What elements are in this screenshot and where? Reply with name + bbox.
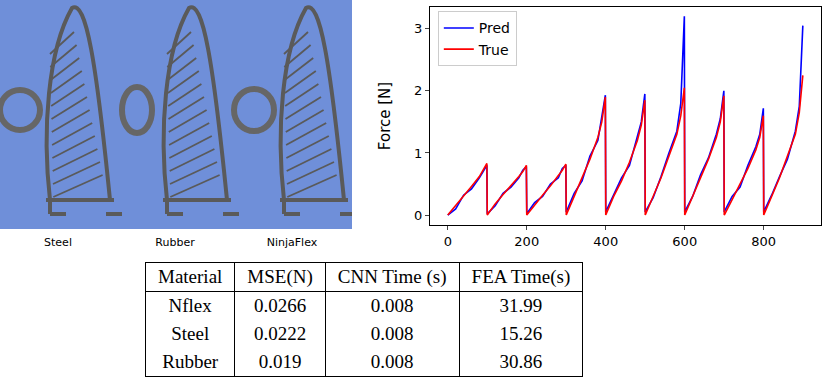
html-text:0.008: 0.008: [370, 295, 414, 316]
html-text:Rubber: Rubber: [162, 351, 219, 372]
svg-text:3: 3: [414, 21, 422, 36]
svg-text:1: 1: [414, 146, 422, 161]
svg-text:400: 400: [593, 234, 618, 249]
html-text:0.008: 0.008: [370, 323, 414, 344]
html-text:Steel: Steel: [171, 323, 210, 344]
html-text:CNN Time (s): CNN Time (s): [337, 266, 447, 287]
html-text:15.26: 15.26: [499, 323, 543, 344]
svg-text:0: 0: [444, 234, 452, 249]
html-text:0.019: 0.019: [258, 351, 302, 372]
svg-text:Steel: Steel: [44, 236, 72, 249]
svg-text:Rubber: Rubber: [155, 236, 195, 249]
svg-text:200: 200: [514, 234, 539, 249]
svg-text:Force [N]: Force [N]: [376, 82, 394, 150]
html-text:30.86: 30.86: [499, 351, 543, 372]
svg-text:2: 2: [414, 83, 422, 98]
svg-text:600: 600: [672, 234, 697, 249]
html-text:Nflex: Nflex: [168, 295, 212, 316]
svg-text:Pred: Pred: [479, 20, 510, 36]
svg-text:800: 800: [751, 234, 776, 249]
html-text:Material: Material: [158, 266, 223, 287]
svg-text:True: True: [478, 42, 509, 58]
html-text:0.0222: 0.0222: [254, 323, 307, 344]
html-text:0.008: 0.008: [370, 351, 414, 372]
html-text:MSE(N): MSE(N): [247, 266, 313, 287]
svg-text:0: 0: [414, 208, 422, 223]
html-text:FEA Time(s): FEA Time(s): [471, 266, 571, 287]
html-text:31.99: 31.99: [499, 295, 543, 316]
svg-text:NinjaFlex: NinjaFlex: [267, 236, 318, 249]
html-text:0.0266: 0.0266: [254, 295, 307, 316]
